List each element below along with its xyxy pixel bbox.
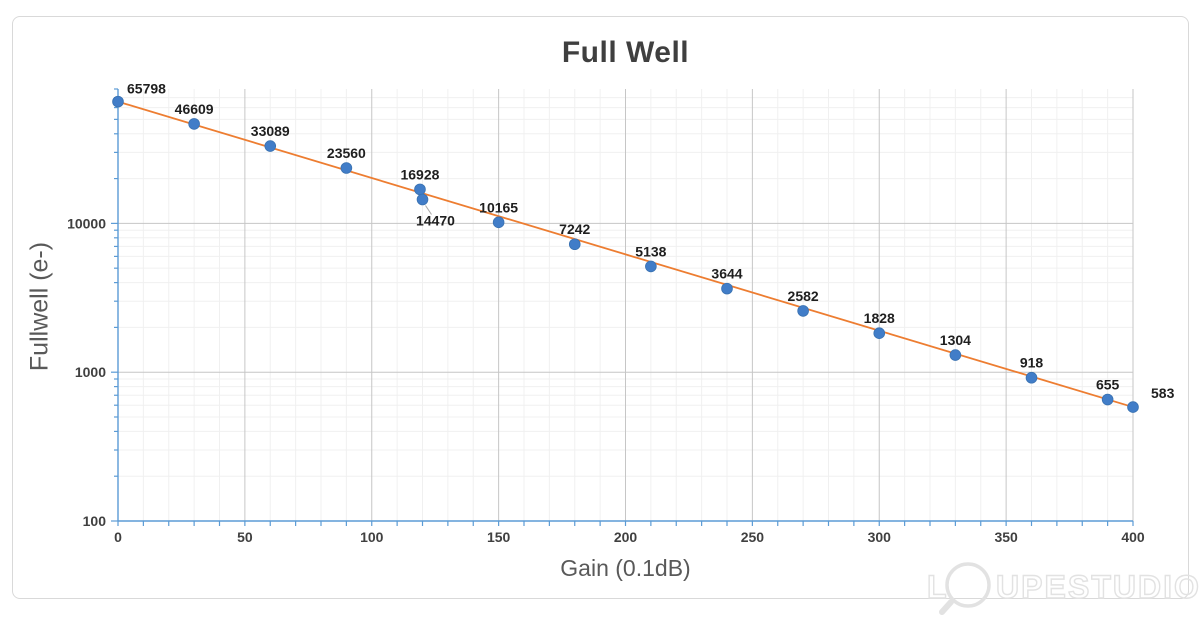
x-tick-label: 300: [868, 529, 892, 545]
data-point: [414, 183, 426, 196]
data-label: 3644: [711, 266, 742, 282]
y-axis-title: Fullwell (e-): [25, 241, 54, 372]
data-point: [797, 305, 809, 317]
x-tick-label: 400: [1121, 529, 1145, 545]
label-leader-line: [425, 205, 432, 215]
data-label: 918: [1020, 355, 1044, 371]
data-label: 16928: [400, 166, 439, 182]
loupe-icon: [945, 562, 991, 608]
data-point: [645, 260, 657, 273]
data-point: [1025, 371, 1038, 384]
data-label: 2582: [788, 288, 819, 304]
data-label: 7242: [559, 221, 590, 237]
data-point: [721, 282, 733, 295]
data-point: [1101, 393, 1114, 406]
data-label: 65798: [127, 81, 166, 97]
y-tick-label: 1000: [75, 364, 106, 380]
data-label: 5138: [635, 243, 666, 259]
data-label: 1828: [864, 310, 895, 326]
x-tick-label: 100: [360, 529, 384, 545]
data-label: 46609: [175, 101, 214, 117]
x-axis-title: Gain (0.1dB): [560, 555, 691, 581]
data-point: [873, 327, 886, 340]
data-label: 10165: [479, 199, 518, 215]
data-label: 1304: [940, 332, 971, 348]
x-tick-label: 150: [487, 529, 511, 545]
data-point: [1127, 401, 1139, 413]
data-label: 583: [1151, 385, 1175, 401]
loupe-handle-icon: [939, 599, 954, 615]
x-tick-label: 0: [114, 529, 122, 545]
x-tick-label: 200: [614, 529, 638, 545]
data-label: 33089: [251, 123, 290, 139]
data-point: [416, 193, 429, 206]
x-tick-label: 250: [741, 529, 765, 545]
data-point: [568, 238, 581, 251]
data-label: 23560: [327, 145, 366, 161]
watermark-text: STUDIO: [1068, 569, 1200, 605]
y-tick-label: 10000: [67, 215, 106, 231]
watermark-text: L: [927, 569, 947, 605]
data-point: [188, 118, 200, 130]
data-point: [112, 95, 124, 108]
watermark-text: UPE: [996, 569, 1068, 605]
x-tick-label: 350: [994, 529, 1018, 545]
chart-title: Full Well: [561, 36, 690, 69]
data-point: [340, 162, 353, 174]
data-point: [949, 349, 962, 361]
trendline: [117, 100, 1134, 408]
data-label: 14470: [416, 213, 455, 229]
data-label: 655: [1096, 377, 1120, 393]
data-point: [264, 140, 277, 152]
x-tick-label: 50: [237, 529, 253, 545]
data-point: [492, 216, 505, 229]
y-tick-label: 100: [83, 513, 107, 529]
